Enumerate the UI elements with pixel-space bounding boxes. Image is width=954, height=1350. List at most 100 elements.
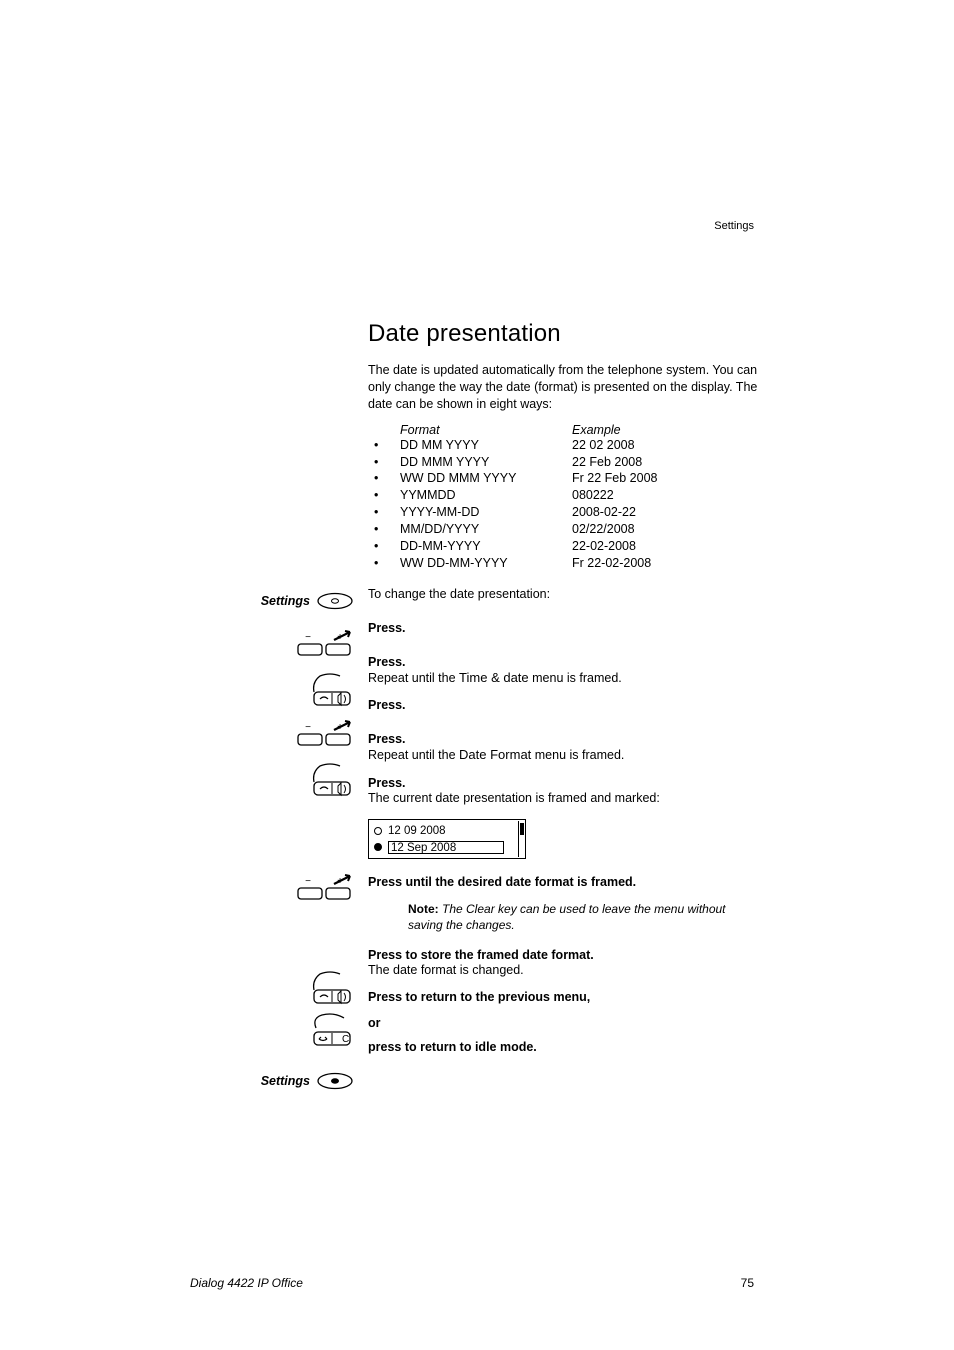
step-2-press: Press. [368, 655, 758, 669]
step-6-press: Press until the desired date format is f… [368, 875, 758, 889]
section-header: Settings [714, 220, 754, 232]
svg-text:+: + [337, 876, 343, 887]
volume-rocker-icon: − + [294, 628, 354, 658]
radio-empty-icon [374, 827, 382, 835]
volume-rocker-icon: − + [294, 718, 354, 748]
handset-speaker-icon [310, 970, 354, 1006]
or-separator: or [368, 1016, 758, 1030]
format-row: •DD MMM YYYY22 Feb 2008 [368, 454, 758, 471]
footer-page-number: 75 [741, 1276, 754, 1290]
settings-label-text: Settings [261, 594, 310, 608]
oval-button-icon [316, 592, 354, 610]
example-cell: Fr 22 Feb 2008 [572, 470, 657, 487]
format-cell: YYMMDD [400, 487, 572, 504]
format-table: Format Example •DD MM YYYY22 02 2008•DD … [368, 423, 758, 572]
step-1-press: Press. [368, 621, 758, 635]
handset-clear-icon: C [310, 1012, 354, 1048]
step-6: Press until the desired date format is f… [368, 875, 758, 889]
example-cell: 22 Feb 2008 [572, 454, 642, 471]
left-label-row-2: Settings [190, 1072, 360, 1090]
step-4: Press. Repeat until the Date Format menu… [368, 732, 758, 764]
left-icon-volume-1: − + [190, 628, 360, 658]
note-block: Note: The Clear key can be used to leave… [408, 901, 758, 933]
step-9-press: press to return to idle mode. [368, 1040, 758, 1054]
step-9: press to return to idle mode. [368, 1040, 758, 1054]
format-cell: WW DD-MM-YYYY [400, 555, 572, 572]
header-example: Example [572, 423, 621, 437]
left-label-row-1: Settings [190, 592, 360, 610]
step-5-sub: The current date presentation is framed … [368, 790, 758, 807]
oval-button-filled-icon [316, 1072, 354, 1090]
svg-text:+: + [337, 722, 343, 733]
step-7-sub: The date format is changed. [368, 962, 758, 979]
scrollbar-thumb [520, 823, 524, 835]
bullet: • [368, 538, 400, 555]
display-line-1-text: 12 09 2008 [388, 825, 446, 837]
handset-speaker-icon [310, 762, 354, 798]
volume-rocker-icon: − + [294, 872, 354, 902]
format-row: •DD MM YYYY22 02 2008 [368, 437, 758, 454]
bullet: • [368, 437, 400, 454]
page-title: Date presentation [368, 320, 758, 348]
format-cell: DD MM YYYY [400, 437, 572, 454]
left-icon-speaker-1 [190, 672, 360, 708]
display-line-1: 12 09 2008 [374, 823, 523, 839]
display-line-2-text: 12 Sep 2008 [388, 841, 504, 854]
bullet: • [368, 521, 400, 538]
format-row: •MM/DD/YYYY02/22/2008 [368, 521, 758, 538]
example-cell: Fr 22-02-2008 [572, 555, 651, 572]
left-icon-clear: C [190, 1012, 360, 1048]
display-line-2: 12 Sep 2008 [374, 839, 523, 855]
step-1: Press. [368, 621, 758, 635]
footer-product: Dialog 4422 IP Office [190, 1276, 303, 1290]
bullet: • [368, 504, 400, 521]
step-3-press: Press. [368, 698, 758, 712]
format-row: •DD-MM-YYYY22-02-2008 [368, 538, 758, 555]
step-5-press: Press. [368, 776, 758, 790]
example-cell: 22 02 2008 [572, 437, 635, 454]
svg-text:−: − [305, 876, 311, 887]
settings-label-bottom: Settings [190, 1072, 360, 1090]
svg-text:−: − [305, 722, 311, 733]
format-row: •WW DD-MM-YYYYFr 22-02-2008 [368, 555, 758, 572]
format-row: •YYYY-MM-DD2008-02-22 [368, 504, 758, 521]
left-icon-volume-2: − + [190, 718, 360, 748]
format-cell: DD MMM YYYY [400, 454, 572, 471]
format-cell: DD-MM-YYYY [400, 538, 572, 555]
handset-speaker-icon [310, 672, 354, 708]
step-7-press: Press to store the framed date format. [368, 948, 758, 962]
step-4-press: Press. [368, 732, 758, 746]
radio-filled-icon [374, 843, 382, 851]
scrollbar-track [518, 821, 524, 857]
left-icon-volume-3: − + [190, 872, 360, 902]
example-cell: 080222 [572, 487, 614, 504]
svg-text:−: − [305, 632, 311, 643]
format-cell: WW DD MMM YYYY [400, 470, 572, 487]
intro-paragraph: The date is updated automatically from t… [368, 362, 758, 413]
step-2: Press. Repeat until the Time & date menu… [368, 655, 758, 687]
example-cell: 02/22/2008 [572, 521, 635, 538]
example-cell: 2008-02-22 [572, 504, 636, 521]
page-footer: Dialog 4422 IP Office 75 [190, 1276, 754, 1290]
format-row: •YYMMDD080222 [368, 487, 758, 504]
left-icon-speaker-2 [190, 762, 360, 798]
left-icon-speaker-3 [190, 970, 360, 1006]
bullet: • [368, 470, 400, 487]
settings-label-text-2: Settings [261, 1074, 310, 1088]
step-8-press: Press to return to the previous menu, [368, 990, 758, 1004]
step-5: Press. The current date presentation is … [368, 776, 758, 807]
format-table-header: Format Example [368, 423, 758, 437]
page: Settings Settings − + [0, 0, 954, 1350]
format-cell: YYYY-MM-DD [400, 504, 572, 521]
step-8: Press to return to the previous menu, [368, 990, 758, 1004]
change-line: To change the date presentation: [368, 586, 758, 603]
settings-label-top: Settings [190, 592, 360, 610]
svg-text:C: C [342, 1034, 349, 1045]
header-format: Format [368, 423, 572, 437]
display-preview: 12 09 2008 12 Sep 2008 [368, 819, 526, 859]
step-2-sub: Repeat until the Time & date menu is fra… [368, 669, 758, 687]
format-cell: MM/DD/YYYY [400, 521, 572, 538]
step-4-sub: Repeat until the Date Format menu is fra… [368, 746, 758, 764]
example-cell: 22-02-2008 [572, 538, 636, 555]
note-label: Note: [408, 902, 439, 916]
